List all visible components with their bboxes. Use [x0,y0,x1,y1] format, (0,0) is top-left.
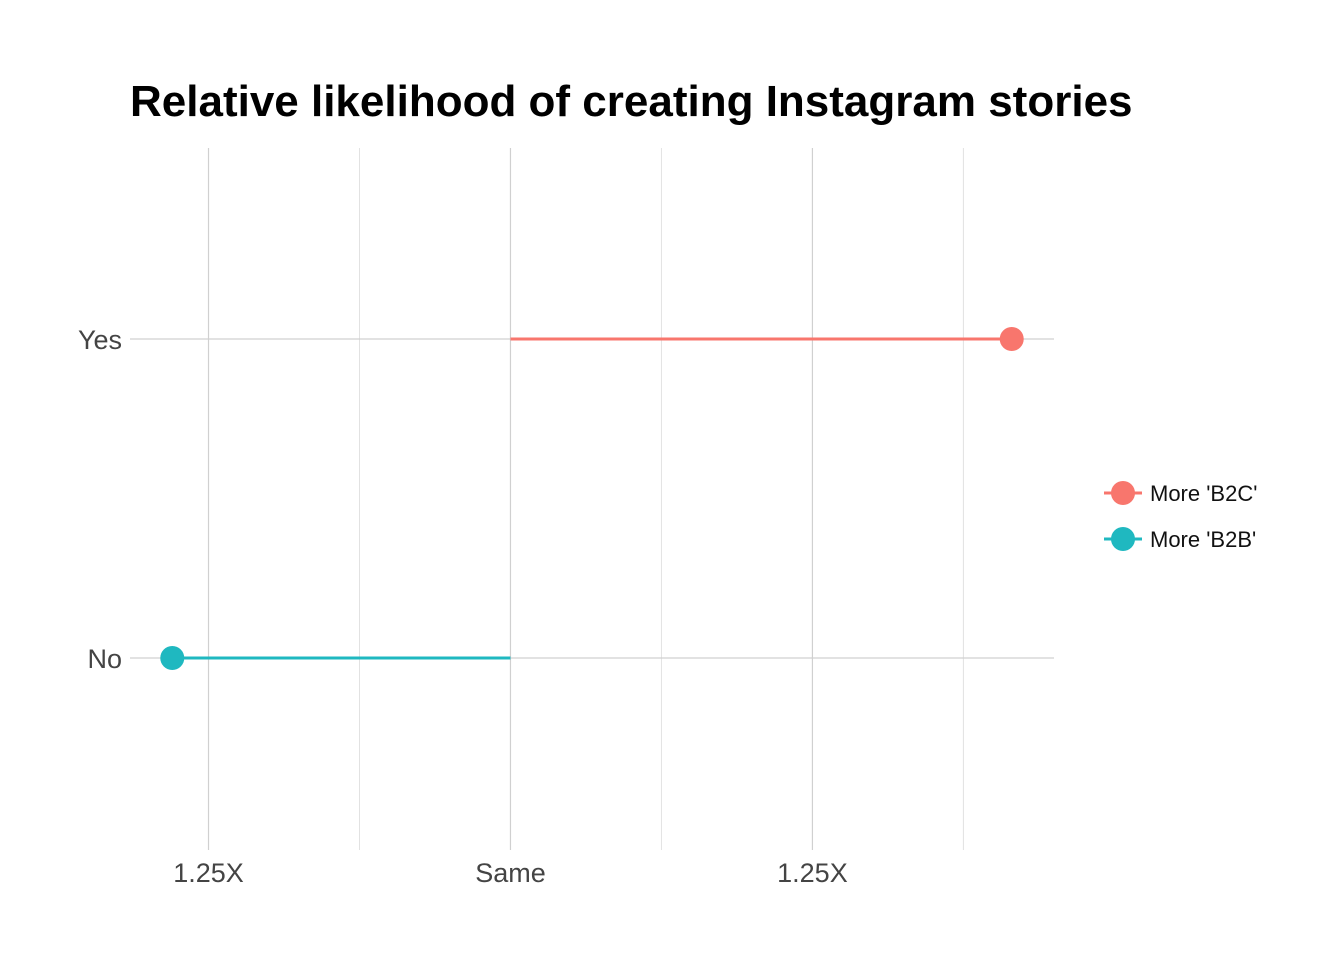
legend-label: More 'B2B' [1150,527,1256,552]
legend-key-point [1111,481,1135,505]
legend: More 'B2C' More 'B2B' [1104,481,1257,552]
x-tick-label: Same [475,858,546,888]
chart-title: Relative likelihood of creating Instagra… [130,77,1133,126]
lollipop-point-no [160,646,185,670]
legend-label: More 'B2C' [1150,481,1257,506]
y-tick-label: No [87,644,122,674]
lollipop-point-yes [999,327,1024,351]
legend-key-point [1111,527,1135,551]
x-tick-label: 1.25X [173,858,244,888]
y-tick-label: Yes [78,325,122,355]
x-tick-label: 1.25X [777,858,848,888]
grid [130,148,1054,850]
axis-labels: 1.25X Same 1.25X No Yes [78,325,848,888]
data-marks [160,327,1024,670]
